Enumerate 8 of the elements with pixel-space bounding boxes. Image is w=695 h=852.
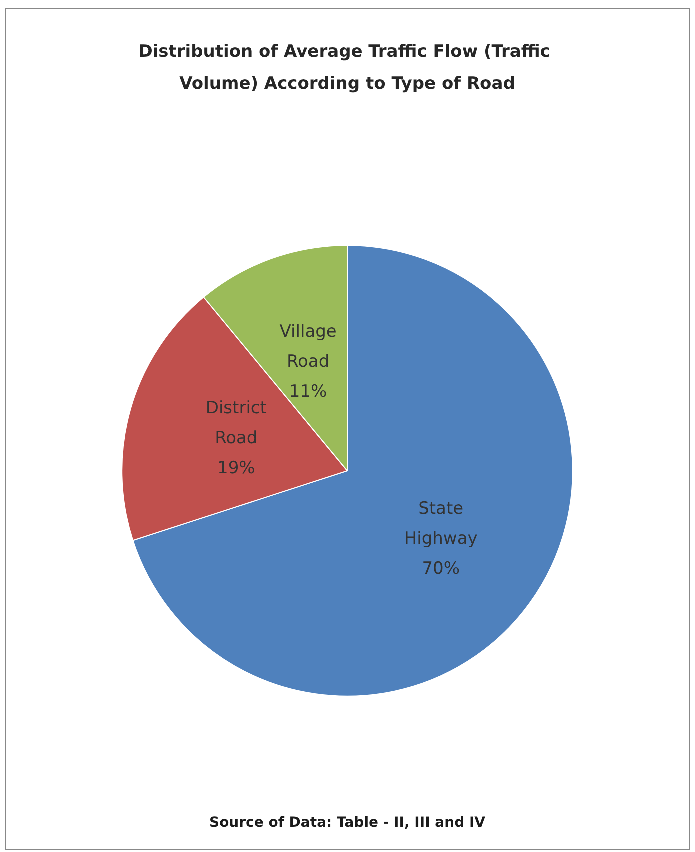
slice-label: Village Road [280, 322, 337, 372]
source-note: Source of Data: Table - II, III and IV [209, 815, 486, 831]
data-label: 19% [218, 458, 256, 479]
chart-title: Distribution of Average Traffic Flow (Traffic Volume) According to Type of Road [138, 42, 556, 94]
data-label: 11% [289, 382, 328, 402]
slice-label: District Road [206, 398, 268, 449]
slice-label: State Highway [404, 499, 478, 550]
data-label: 70% [422, 559, 460, 580]
